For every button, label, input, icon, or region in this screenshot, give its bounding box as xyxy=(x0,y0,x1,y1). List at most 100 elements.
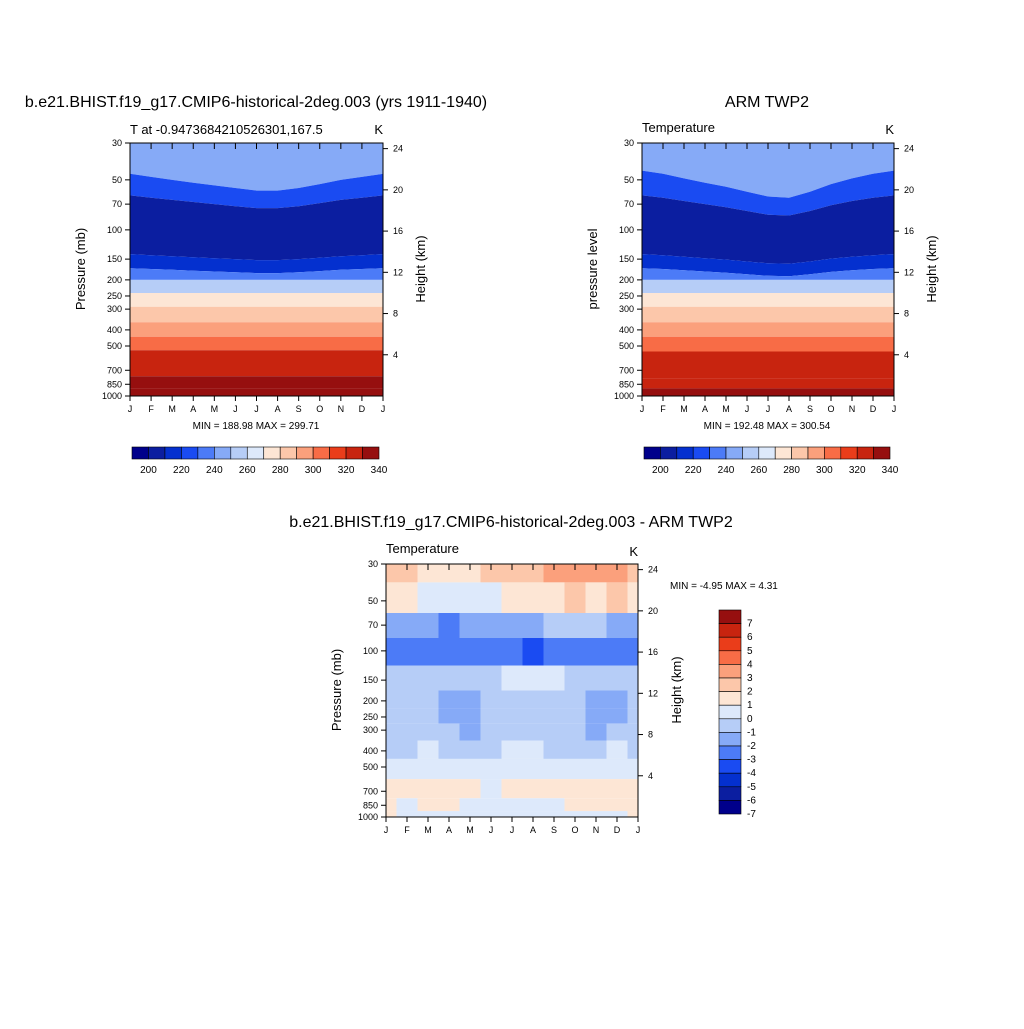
p3-contour-cell xyxy=(438,779,460,799)
p2-colorbar-label: 220 xyxy=(685,465,702,476)
p3-contour-cell xyxy=(606,564,628,583)
p3-contour-cell xyxy=(501,723,523,741)
p3-contour-cell xyxy=(585,665,607,691)
p2-y-tick-label: 400 xyxy=(619,325,634,335)
p2-x-tick-label: M xyxy=(722,404,730,414)
p1-y-tick-label: 400 xyxy=(107,325,122,335)
p3-contour-cell xyxy=(585,564,607,583)
p3-colorbar-label: 3 xyxy=(747,673,753,684)
p3-contour-cell xyxy=(417,798,439,812)
p1-y-tick-label: 100 xyxy=(107,225,122,235)
p3-contour-cell xyxy=(564,690,586,709)
p3-colorbar-swatch xyxy=(718,759,742,774)
p3-contour-cell xyxy=(522,613,544,638)
p3-contour-cell xyxy=(501,811,523,817)
p3-contour-cell xyxy=(386,564,397,583)
diff-minmax-text: MIN = -4.95 MAX = 4.31 xyxy=(670,581,778,592)
p3-contour-cell xyxy=(585,779,607,799)
p3-contour-cell xyxy=(396,665,418,691)
p2-x-tick-label: S xyxy=(807,404,813,414)
p3-y-tick-label: 1000 xyxy=(358,812,378,822)
p3-contour-cell xyxy=(459,638,481,666)
p3-y-tick-label: 400 xyxy=(363,746,378,756)
p2-colorbar-swatch xyxy=(676,446,694,460)
p3-contour-cell xyxy=(396,740,418,759)
p1-contour-band xyxy=(130,143,383,191)
p3-contour-cell xyxy=(459,564,481,583)
p3-contour-cell xyxy=(459,665,481,691)
p3-colorbar-label: 2 xyxy=(747,687,753,698)
p1-contour-band xyxy=(130,293,383,307)
p3-contour-cell xyxy=(417,758,439,780)
p3-x-tick-label: A xyxy=(530,825,536,835)
p3-x-tick-label: M xyxy=(466,825,474,835)
p2-contour-band xyxy=(642,170,894,216)
p1-colorbar-label: 340 xyxy=(371,465,388,476)
p3-contour-cell xyxy=(522,758,544,780)
p1-colorbar-swatch xyxy=(164,446,182,460)
p1-y-tick-label: 50 xyxy=(112,175,122,185)
p3-y-tick-label: 50 xyxy=(368,596,378,606)
p3-contour-cell xyxy=(522,740,544,759)
p2-colorbar-swatch xyxy=(856,446,874,460)
model-y-axis-right-label: Height (km) xyxy=(413,235,428,302)
p2-colorbar-label: 200 xyxy=(652,465,669,476)
p3-contour-cell xyxy=(522,723,544,741)
p3-y-right-tick-label: 12 xyxy=(648,688,658,698)
p3-contour-cell xyxy=(438,758,460,780)
p3-contour-cell xyxy=(386,723,397,741)
diff-main-title: b.e21.BHIST.f19_g17.CMIP6-historical-2de… xyxy=(289,514,733,531)
p3-contour-cell xyxy=(522,690,544,709)
p2-x-tick-label: J xyxy=(766,404,771,414)
p3-contour-cell xyxy=(396,723,418,741)
p1-x-tick-label: M xyxy=(211,404,219,414)
p2-y-tick-label: 700 xyxy=(619,365,634,375)
p3-contour-cell xyxy=(480,613,502,638)
p1-contour-band xyxy=(130,388,383,396)
p3-contour-cell xyxy=(438,582,460,613)
p3-y-right-tick-label: 8 xyxy=(648,730,653,740)
p1-y-right-tick-label: 4 xyxy=(393,350,398,360)
p3-contour-cell xyxy=(417,779,439,799)
model-contour-plot xyxy=(130,143,383,396)
p3-contour-cell xyxy=(564,779,586,799)
p1-y-tick-label: 1000 xyxy=(102,391,122,401)
p3-contour-cell xyxy=(627,564,638,583)
p2-contour-band xyxy=(642,388,894,396)
model-main-title: b.e21.BHIST.f19_g17.CMIP6-historical-2de… xyxy=(25,94,487,111)
p3-contour-cell xyxy=(386,638,397,666)
p3-colorbar-swatch xyxy=(718,786,742,801)
p1-colorbar-label: 320 xyxy=(338,465,355,476)
diff-left-title: Temperature xyxy=(386,541,459,556)
p3-colorbar-swatch xyxy=(718,745,742,760)
p3-contour-cell xyxy=(627,708,638,724)
p3-contour-cell xyxy=(417,638,439,666)
p3-colorbar-label: 4 xyxy=(747,659,753,670)
p3-contour-cell xyxy=(543,723,565,741)
p3-contour-cell xyxy=(564,665,586,691)
p2-x-tick-label: D xyxy=(870,404,877,414)
p1-colorbar-swatch xyxy=(263,446,281,460)
p2-contour-band xyxy=(642,336,894,352)
diff-y-axis-right-label: Height (km) xyxy=(669,656,684,723)
p2-y-tick-label: 1000 xyxy=(614,391,634,401)
p3-colorbar-label: -2 xyxy=(747,741,756,752)
p3-x-tick-label: J xyxy=(489,825,494,835)
p2-colorbar-swatch xyxy=(840,446,858,460)
p1-colorbar-label: 280 xyxy=(272,465,289,476)
p3-contour-cell xyxy=(543,779,565,799)
p1-colorbar-label: 220 xyxy=(173,465,190,476)
p3-contour-cell xyxy=(585,811,607,817)
p3-contour-cell xyxy=(522,779,544,799)
p3-contour-cell xyxy=(480,798,502,812)
p3-y-right-tick-label: 4 xyxy=(648,771,653,781)
p1-x-tick-label: S xyxy=(296,404,302,414)
p2-colorbar-swatch xyxy=(643,446,661,460)
p3-colorbar-label: -5 xyxy=(747,782,756,793)
p3-contour-cell xyxy=(564,564,586,583)
p1-contour-band xyxy=(130,376,383,389)
arm-y-axis-label: pressure level xyxy=(585,228,600,309)
p3-contour-cell xyxy=(627,811,638,817)
p1-colorbar-swatch xyxy=(246,446,265,460)
p3-contour-cell xyxy=(627,740,638,759)
